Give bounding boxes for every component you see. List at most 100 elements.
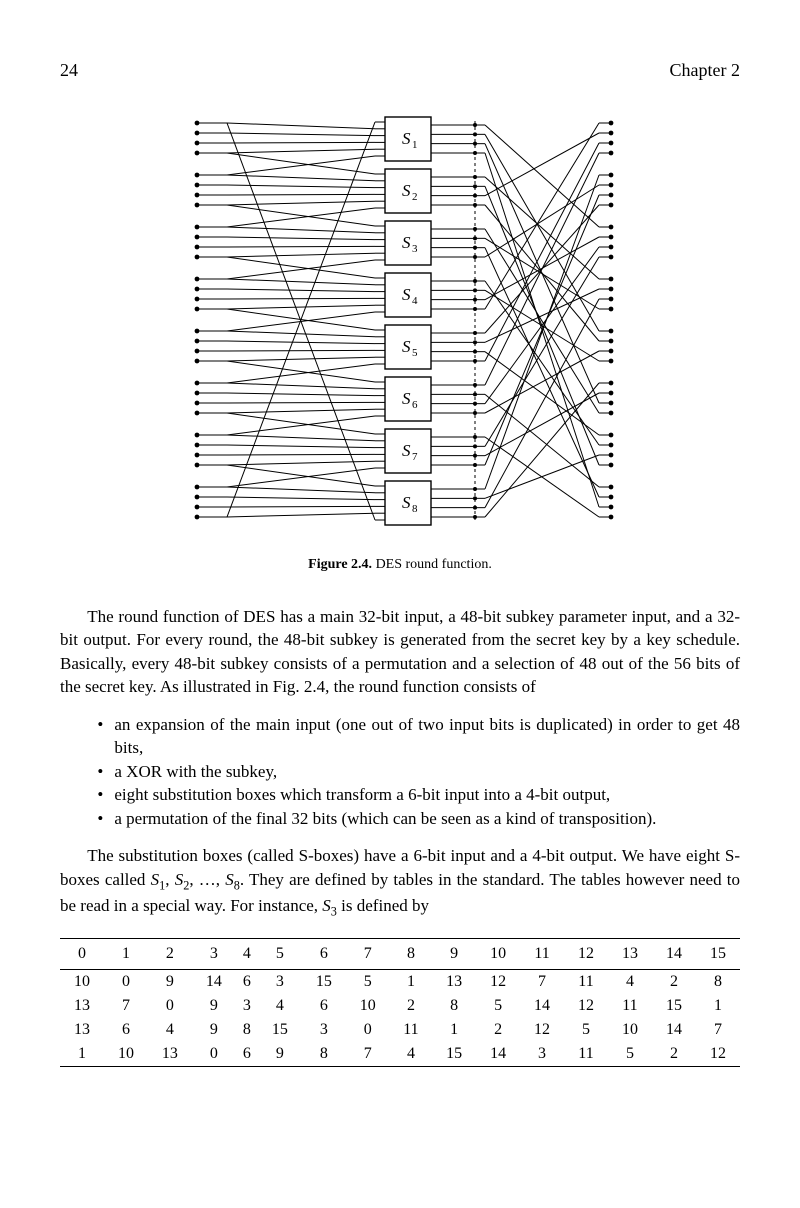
table-header-cell: 14 — [652, 939, 696, 970]
svg-text:5: 5 — [412, 347, 418, 359]
table-cell: 1 — [390, 970, 432, 995]
table-cell: 9 — [148, 970, 192, 995]
table-cell: 8 — [302, 1042, 346, 1067]
table-cell: 13 — [60, 994, 104, 1018]
svg-text:S: S — [402, 181, 411, 200]
table-header-cell: 7 — [346, 939, 390, 970]
paragraph-1: The round function of DES has a main 32-… — [60, 605, 740, 699]
table-cell: 0 — [192, 1042, 236, 1067]
svg-text:1: 1 — [412, 139, 418, 151]
s-ital-1: S — [151, 870, 160, 889]
table-cell: 10 — [104, 1042, 148, 1067]
table-row: 1364981530111212510147 — [60, 1018, 740, 1042]
svg-text:S: S — [402, 389, 411, 408]
table-cell: 3 — [236, 994, 258, 1018]
table-cell: 11 — [390, 1018, 432, 1042]
page-number: 24 — [60, 60, 78, 81]
table-cell: 10 — [60, 970, 104, 995]
table-cell: 1 — [60, 1042, 104, 1067]
caption-text-value: DES round function. — [376, 557, 492, 572]
table-cell: 9 — [192, 994, 236, 1018]
table-cell: 2 — [652, 1042, 696, 1067]
table-cell: 5 — [346, 970, 390, 995]
table-row: 1101306987415143115212 — [60, 1042, 740, 1067]
table-cell: 7 — [520, 970, 564, 995]
table-cell: 12 — [476, 970, 520, 995]
s3-ital: S — [322, 896, 331, 915]
table-header-cell: 10 — [476, 939, 520, 970]
table-cell: 3 — [520, 1042, 564, 1067]
table-header-cell: 3 — [192, 939, 236, 970]
table-cell: 0 — [346, 1018, 390, 1042]
table-row: 1370934610285141211151 — [60, 994, 740, 1018]
svg-text:8: 8 — [412, 503, 418, 515]
table-cell: 4 — [148, 1018, 192, 1042]
table-cell: 12 — [520, 1018, 564, 1042]
table-cell: 15 — [258, 1018, 302, 1042]
table-cell: 5 — [564, 1018, 608, 1042]
table-header-cell: 12 — [564, 939, 608, 970]
table-header-cell: 6 — [302, 939, 346, 970]
svg-text:3: 3 — [412, 243, 418, 255]
table-cell: 8 — [432, 994, 476, 1018]
table-header-cell: 13 — [608, 939, 652, 970]
table-cell: 15 — [302, 970, 346, 995]
table-cell: 7 — [696, 1018, 740, 1042]
svg-text:2: 2 — [412, 191, 418, 203]
svg-text:S: S — [402, 441, 411, 460]
table-cell: 11 — [564, 970, 608, 995]
table-cell: 13 — [148, 1042, 192, 1067]
table-cell: 7 — [346, 1042, 390, 1067]
table-header-cell: 9 — [432, 939, 476, 970]
svg-text:6: 6 — [412, 399, 418, 411]
table-cell: 11 — [608, 994, 652, 1018]
p2c: is defined by — [337, 896, 429, 915]
s-ital-2: S — [175, 870, 184, 889]
table-cell: 14 — [520, 994, 564, 1018]
bullet-3: eight substitution boxes which transform… — [97, 783, 740, 806]
svg-text:S: S — [402, 129, 411, 148]
caption-label: Figure 2.4. — [308, 557, 372, 572]
table-cell: 0 — [148, 994, 192, 1018]
table-cell: 2 — [652, 970, 696, 995]
svg-text:S: S — [402, 285, 411, 304]
table-cell: 1 — [432, 1018, 476, 1042]
table-cell: 12 — [696, 1042, 740, 1067]
table-cell: 7 — [104, 994, 148, 1018]
table-cell: 6 — [302, 994, 346, 1018]
svg-text:S: S — [402, 233, 411, 252]
table-cell: 13 — [60, 1018, 104, 1042]
table-header-cell: 15 — [696, 939, 740, 970]
table-header-cell: 11 — [520, 939, 564, 970]
table-cell: 6 — [236, 970, 258, 995]
table-row: 1009146315511312711428 — [60, 970, 740, 995]
table-cell: 10 — [608, 1018, 652, 1042]
table-cell: 9 — [258, 1042, 302, 1067]
svg-text:4: 4 — [412, 295, 418, 307]
table-cell: 3 — [258, 970, 302, 995]
table-cell: 12 — [564, 994, 608, 1018]
table-cell: 4 — [390, 1042, 432, 1067]
table-cell: 5 — [476, 994, 520, 1018]
table-cell: 11 — [564, 1042, 608, 1067]
table-header-cell: 8 — [390, 939, 432, 970]
table-cell: 15 — [652, 994, 696, 1018]
table-cell: 14 — [476, 1042, 520, 1067]
s-ital-8: S — [225, 870, 234, 889]
table-cell: 14 — [192, 970, 236, 995]
figure-des-round: S1S2S3S4S5S6S7S8 — [60, 111, 740, 541]
des-round-svg: S1S2S3S4S5S6S7S8 — [185, 111, 615, 541]
table-header-row: 0123456789101112131415 — [60, 939, 740, 970]
table-cell: 2 — [390, 994, 432, 1018]
table-cell: 13 — [432, 970, 476, 995]
table-cell: 14 — [652, 1018, 696, 1042]
table-cell: 2 — [476, 1018, 520, 1042]
table-cell: 6 — [104, 1018, 148, 1042]
body-text: The round function of DES has a main 32-… — [60, 605, 740, 920]
chapter-label: Chapter 2 — [670, 60, 740, 81]
page: 24 Chapter 2 S1S2S3S4S5S6S7S8 Figure 2.4… — [0, 0, 800, 1208]
table-cell: 5 — [608, 1042, 652, 1067]
table-cell: 9 — [192, 1018, 236, 1042]
bullet-4: a permutation of the final 32 bits (whic… — [97, 807, 740, 830]
sbox-table: 0123456789101112131415 10091463155113127… — [60, 938, 740, 1067]
